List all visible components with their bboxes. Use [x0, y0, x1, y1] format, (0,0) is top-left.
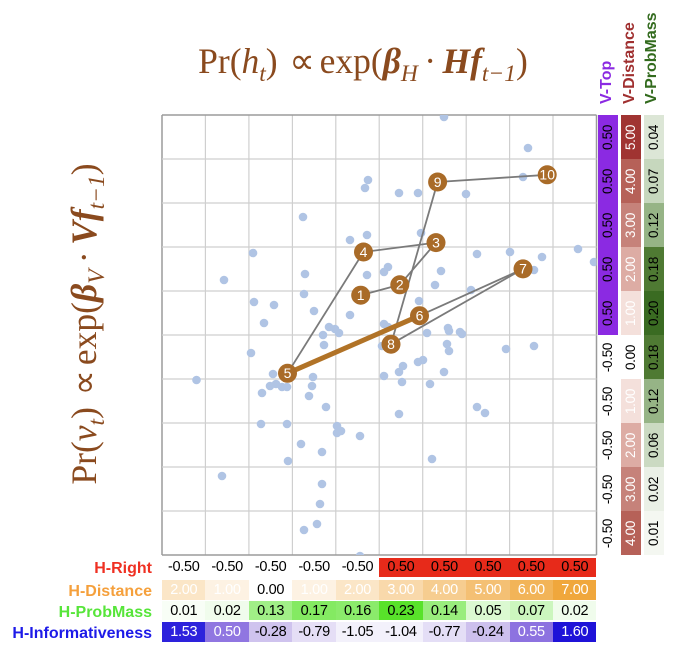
svg-text:2: 2	[396, 277, 404, 293]
svg-text:4: 4	[360, 244, 368, 260]
svg-text:1: 1	[357, 287, 365, 303]
svg-text:5: 5	[284, 365, 292, 381]
svg-text:8: 8	[387, 336, 395, 352]
svg-text:10: 10	[539, 167, 555, 183]
svg-text:9: 9	[434, 174, 442, 190]
svg-text:7: 7	[519, 261, 527, 277]
svg-text:6: 6	[416, 308, 424, 324]
svg-text:3: 3	[432, 234, 440, 250]
